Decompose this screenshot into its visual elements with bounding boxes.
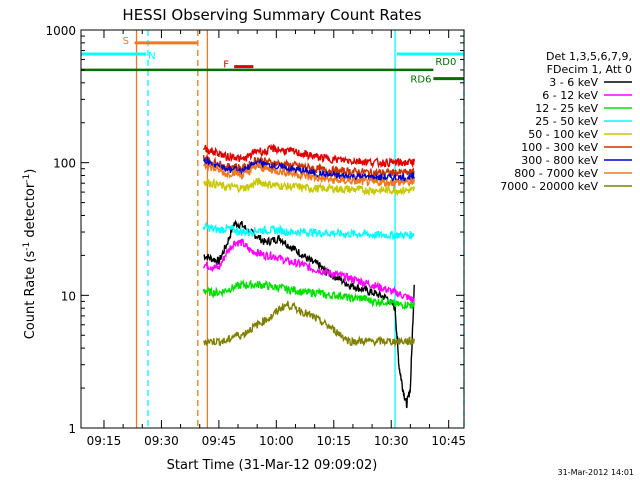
y-tick-label-100: 100 xyxy=(53,157,76,171)
flag-bars: S N F RD0 RD6 xyxy=(81,36,464,86)
flag-label-n-2: N xyxy=(148,51,155,62)
flag-label-s-1: S xyxy=(123,36,129,47)
series-line-100-300-kev xyxy=(202,155,415,180)
plot-frame xyxy=(80,29,465,429)
tick-labels: 09:15 09:30 09:45 10:00 10:15 10:30 10:45 1 10 10… xyxy=(45,24,466,448)
legend-label-100-300-kev: 100 - 300 keV xyxy=(521,141,598,154)
x-tick-label-10-45: 10:45 xyxy=(431,434,466,448)
x-tick-label-10-30: 10:30 xyxy=(374,434,409,448)
series-line-12-25-kev xyxy=(202,278,415,311)
series-line-50-100-kev xyxy=(202,177,415,197)
flag-label-rd6-6: RD6 xyxy=(410,75,431,86)
series-line-25-50-kev xyxy=(202,221,415,241)
legend-label-25-50-kev: 25 - 50 keV xyxy=(535,115,598,128)
series-line-extra-red xyxy=(202,143,415,169)
chart-title: HESSI Observing Summary Count Rates xyxy=(122,6,421,24)
series-line-6-12-kev xyxy=(202,238,415,304)
legend-label-800-7000-kev: 800 - 7000 keV xyxy=(514,167,598,180)
legend: Det 1,3,5,6,7,9,FDecim 1, Att 03 - 6 keV… xyxy=(500,50,632,193)
flag-label-rd0-5: RD0 xyxy=(435,57,456,68)
flag-label-f-4: F xyxy=(223,60,229,71)
data-series xyxy=(202,143,415,409)
legend-header-2: FDecim 1, Att 0 xyxy=(547,63,632,76)
x-tick-label-09-45: 09:45 xyxy=(202,434,237,448)
y-axis-label: Count Rate (s-1 detector-1) xyxy=(22,169,38,340)
legend-header-1: Det 1,3,5,6,7,9, xyxy=(546,50,632,63)
series-line-800-7000-kev xyxy=(203,162,415,189)
legend-label-12-25-kev: 12 - 25 keV xyxy=(535,102,598,115)
x-tick-label-10-15: 10:15 xyxy=(316,434,351,448)
footer-date: 31-Mar-2012 14:01 xyxy=(558,468,635,477)
series-line-7000-20000-kev xyxy=(203,300,415,348)
x-axis-label: Start Time (31-Mar-12 09:09:02) xyxy=(167,458,378,473)
y-tick-label-10: 10 xyxy=(61,289,76,303)
legend-label-300-800-kev: 300 - 800 keV xyxy=(521,154,598,167)
legend-label-3-6-kev: 3 - 6 keV xyxy=(549,76,598,89)
x-tick-label-09-30: 09:30 xyxy=(144,434,179,448)
series-line-3-6-kev xyxy=(203,219,415,409)
axes-frame xyxy=(80,29,465,429)
y-tick-label-1000: 1000 xyxy=(45,24,76,38)
x-tick-label-10-00: 10:00 xyxy=(259,434,294,448)
x-tick-label-09-15: 09:15 xyxy=(87,434,122,448)
legend-label-6-12-kev: 6 - 12 keV xyxy=(542,89,598,102)
legend-label-50-100-kev: 50 - 100 keV xyxy=(528,128,598,141)
legend-label-7000-20000-kev: 7000 - 20000 keV xyxy=(500,180,598,193)
y-tick-label-1: 1 xyxy=(68,422,76,436)
